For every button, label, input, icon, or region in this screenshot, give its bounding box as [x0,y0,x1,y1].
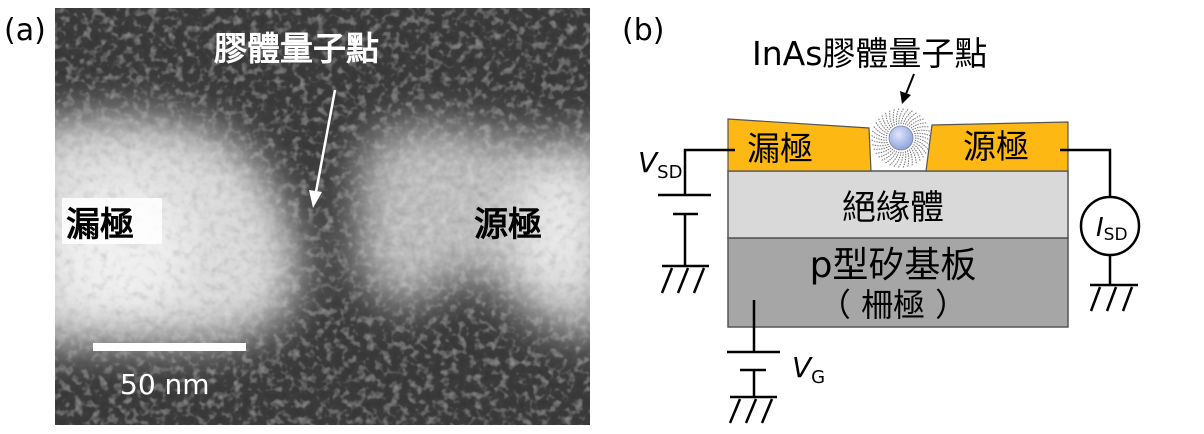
ligand-strand [871,143,889,147]
drain-label-bg [62,198,162,244]
ligand-strand [881,114,891,131]
ligand-strand [871,130,888,139]
vsd-label: VSD [638,146,682,183]
ligand-strand [875,147,892,154]
source-label-b: 源極 [963,127,1029,166]
quantum-dot-ligand-shell [870,107,932,169]
ligand-strand [895,107,900,125]
ligand-strand [912,126,929,131]
substrate-label: p型矽基板 [810,245,977,286]
vg-circuit [727,300,780,424]
ligand-strand [914,139,929,151]
scale-bar [93,343,246,351]
source-label-a: 源極 [474,205,542,245]
ligand-strand [884,151,898,164]
ligand-strand [900,108,909,125]
ligand-strand [873,145,890,150]
panel-a-label: (a) [4,13,46,48]
vg-label: VG [792,351,825,388]
ligand-strand [914,132,932,137]
ligand-strand [914,135,932,142]
ligand-strand [877,148,894,158]
quantum-dot-label-b: InAs膠體量子點 [752,34,987,73]
ligand-strand [904,112,918,125]
ligand-strand [914,141,927,155]
vsd-subscript: SD [657,162,682,183]
isd-label: ISD [1096,213,1128,245]
gate-label: （ 柵極 ） [819,286,967,324]
ligand-strand [889,110,894,127]
drain-label-a: 漏極 [66,205,134,245]
quantum-dot-label-a: 膠體量子點 [214,29,379,68]
ligand-strand [892,108,896,126]
ligand-strand [913,143,924,158]
vsd-circuit [658,148,735,294]
ligand-strand [914,137,931,146]
vsd-symbol: V [638,146,659,179]
ligand-strand [875,121,888,135]
vg-subscript: G [811,367,825,388]
ligand-strand [910,147,917,164]
ligand-strand [870,139,888,144]
ligand-strand [897,151,904,169]
drain-label-b: 漏極 [747,129,813,168]
substrate-layer [727,237,1069,328]
ligand-strand [888,151,900,166]
ligand-strand [902,110,914,125]
source-electrode [925,121,1069,172]
isd-subscript: SD [1104,225,1128,245]
drain-electrode [727,118,872,172]
ligand-strand [881,150,896,161]
insulator-layer [727,170,1069,239]
scale-bar-label: 50 nm [120,368,210,401]
quantum-dot [888,125,914,151]
panel-b-label: (b) [622,13,664,48]
ligand-strand [906,115,921,126]
ligand-strand [902,151,907,169]
ligand-strand [873,125,888,137]
ligand-strand [908,118,925,128]
ligand-strand [885,112,892,129]
vg-symbol: V [792,351,813,384]
ligand-strand [898,107,905,125]
ligand-strand [910,122,927,129]
pointer-arrow-b [900,73,915,104]
ligand-strand [906,150,910,168]
ligand-strand [913,129,931,133]
pointer-arrow-a [309,89,337,208]
tem-micrograph [55,8,590,425]
isd-circuit [1060,148,1141,312]
ligand-strand [870,134,888,141]
isd-symbol: I [1096,213,1104,243]
ligand-strand [911,145,921,162]
ligand-strand [878,118,889,133]
ligand-strand [908,149,913,166]
insulator-label: 絕緣體 [842,188,944,228]
ligand-strand [893,151,902,168]
